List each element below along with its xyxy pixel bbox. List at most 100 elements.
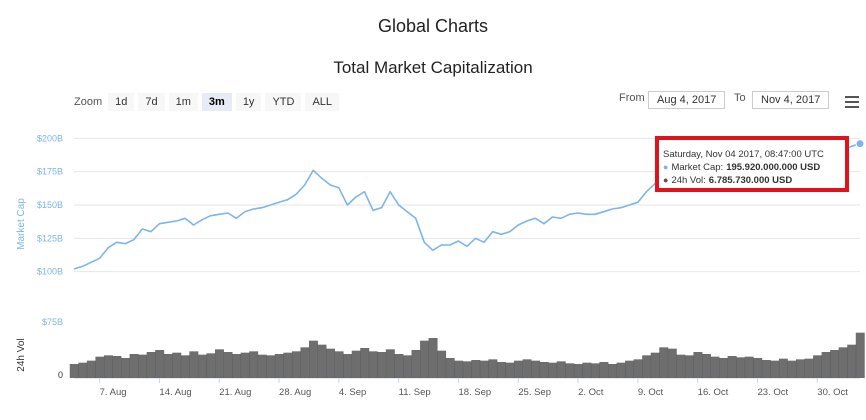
y-tick-label: $100B xyxy=(37,267,63,277)
volume-bar xyxy=(787,360,797,378)
volume-bar xyxy=(351,350,361,378)
volume-bar xyxy=(625,360,635,378)
volume-bar xyxy=(565,363,575,378)
volume-bar xyxy=(215,349,224,378)
volume-bar xyxy=(291,351,301,378)
volume-bar xyxy=(514,360,523,378)
volume-bar xyxy=(428,338,438,378)
volume-bar xyxy=(830,350,840,378)
volume-bar xyxy=(522,359,532,378)
x-tick-label: 25. Sep xyxy=(518,387,551,398)
volume-bar xyxy=(676,354,686,378)
y-tick-label: $175B xyxy=(37,167,63,177)
y-tick-label: $125B xyxy=(37,233,63,243)
volume-bar xyxy=(146,352,156,378)
hamburger-menu-icon[interactable] xyxy=(845,96,859,111)
volume-bar xyxy=(821,352,831,378)
volume-bar xyxy=(377,352,387,378)
zoom-3m-button[interactable]: 3m xyxy=(201,93,232,111)
tooltip-cap-value: 195.920.000.000 USD xyxy=(726,162,821,173)
zoom-label: Zoom xyxy=(74,96,103,108)
x-tick-label: 7. Aug xyxy=(100,387,127,398)
x-tick-label: 14. Aug xyxy=(159,387,191,398)
zoom-bar: Zoom 1d 7d 1m 3m 1y YTD ALL xyxy=(74,93,343,111)
zoom-1m-button[interactable]: 1m xyxy=(168,93,198,111)
x-axis-ticks: 7. Aug 14. Aug 21. Aug 28. Aug 4. Sep 11. Sep… xyxy=(99,378,848,398)
vol-dot-icon: ● xyxy=(663,175,669,185)
volume-bar xyxy=(121,358,130,378)
from-date-input[interactable]: Aug 4, 2017 xyxy=(648,91,726,109)
from-label: From xyxy=(619,92,645,104)
volume-bar xyxy=(317,344,327,378)
volume-bar xyxy=(180,355,190,378)
tooltip-vol-label: 24h Vol: xyxy=(671,175,706,186)
zoom-1y-button[interactable]: 1y xyxy=(235,93,262,111)
tooltip-box: Saturday, Nov 04 2017, 08:47:00 UTC ● Ma… xyxy=(655,136,849,192)
volume-bar xyxy=(402,355,412,378)
volume-bar xyxy=(701,354,711,378)
tooltip-vol-value: 6.785.730.000 USD xyxy=(708,175,793,186)
y-axis-title: Market Cap xyxy=(16,198,27,250)
volume-bar xyxy=(112,356,122,378)
x-tick-label: 30. Oct xyxy=(817,387,848,398)
volume-bar xyxy=(266,355,276,378)
volume-bar xyxy=(847,344,857,378)
volume-bar xyxy=(556,361,566,378)
volume-bar xyxy=(138,354,148,378)
volume-bar xyxy=(103,355,113,378)
volume-bar xyxy=(394,354,404,378)
volume-bar xyxy=(462,361,472,378)
volume-bar xyxy=(761,360,771,378)
volume-bar xyxy=(531,360,541,378)
volume-axis-title: 24h Vol xyxy=(16,338,27,371)
to-label: To xyxy=(734,92,746,104)
volume-bar xyxy=(78,362,88,378)
volume-bar xyxy=(599,362,609,378)
volume-bar xyxy=(795,359,805,378)
volume-bar xyxy=(454,360,464,378)
tooltip-vol-row: ● 24h Vol: 6.785.730.000 USD xyxy=(663,174,841,187)
page-title: Global Charts xyxy=(377,16,489,36)
y-axis-ticks: $100B $125B $150B $175B $200B xyxy=(37,133,63,276)
volume-bar xyxy=(240,352,250,378)
volume-bar xyxy=(642,355,652,378)
volume-bar xyxy=(249,351,259,378)
to-date-input[interactable]: Nov 4, 2017 xyxy=(752,91,830,109)
volume-bar xyxy=(608,364,617,378)
volume-bar xyxy=(770,360,780,378)
x-tick-label: 4. Sep xyxy=(339,387,366,398)
y-tick-label: $150B xyxy=(37,200,63,210)
volume-bar xyxy=(855,332,865,378)
tooltip-cap-label: Market Cap: xyxy=(671,162,724,173)
volume-bar xyxy=(753,358,763,378)
volume-bar xyxy=(411,350,421,378)
volume-bar xyxy=(206,353,216,378)
volume-bar xyxy=(496,362,506,378)
volume-bar xyxy=(300,347,310,378)
volume-bar xyxy=(343,354,353,378)
volume-bar xyxy=(368,351,378,378)
zoom-ytd-button[interactable]: YTD xyxy=(265,93,302,111)
volume-bar xyxy=(86,360,96,378)
volume-bar xyxy=(129,354,139,378)
volume-bar xyxy=(684,355,694,378)
volume-bar xyxy=(539,362,549,378)
volume-bar xyxy=(667,348,677,378)
volume-bar xyxy=(334,351,344,378)
volume-bar xyxy=(308,340,318,378)
volume-bar xyxy=(274,354,284,378)
zoom-7d-button[interactable]: 7d xyxy=(138,93,165,111)
x-tick-label: 23. Oct xyxy=(757,387,788,398)
volume-bar xyxy=(420,340,430,378)
volume-bar xyxy=(727,356,737,378)
zoom-1d-button[interactable]: 1d xyxy=(108,93,135,111)
volume-bar xyxy=(283,352,293,378)
volume-bar xyxy=(385,349,395,378)
zoom-all-button[interactable]: ALL xyxy=(305,93,340,111)
volume-bar xyxy=(69,364,79,378)
volume-bar xyxy=(163,354,173,378)
x-tick-label: 21. Aug xyxy=(219,387,251,398)
volume-bar xyxy=(155,350,165,378)
chart-subtitle: Total Market Capitalization xyxy=(333,58,533,77)
volume-bar xyxy=(650,352,660,378)
